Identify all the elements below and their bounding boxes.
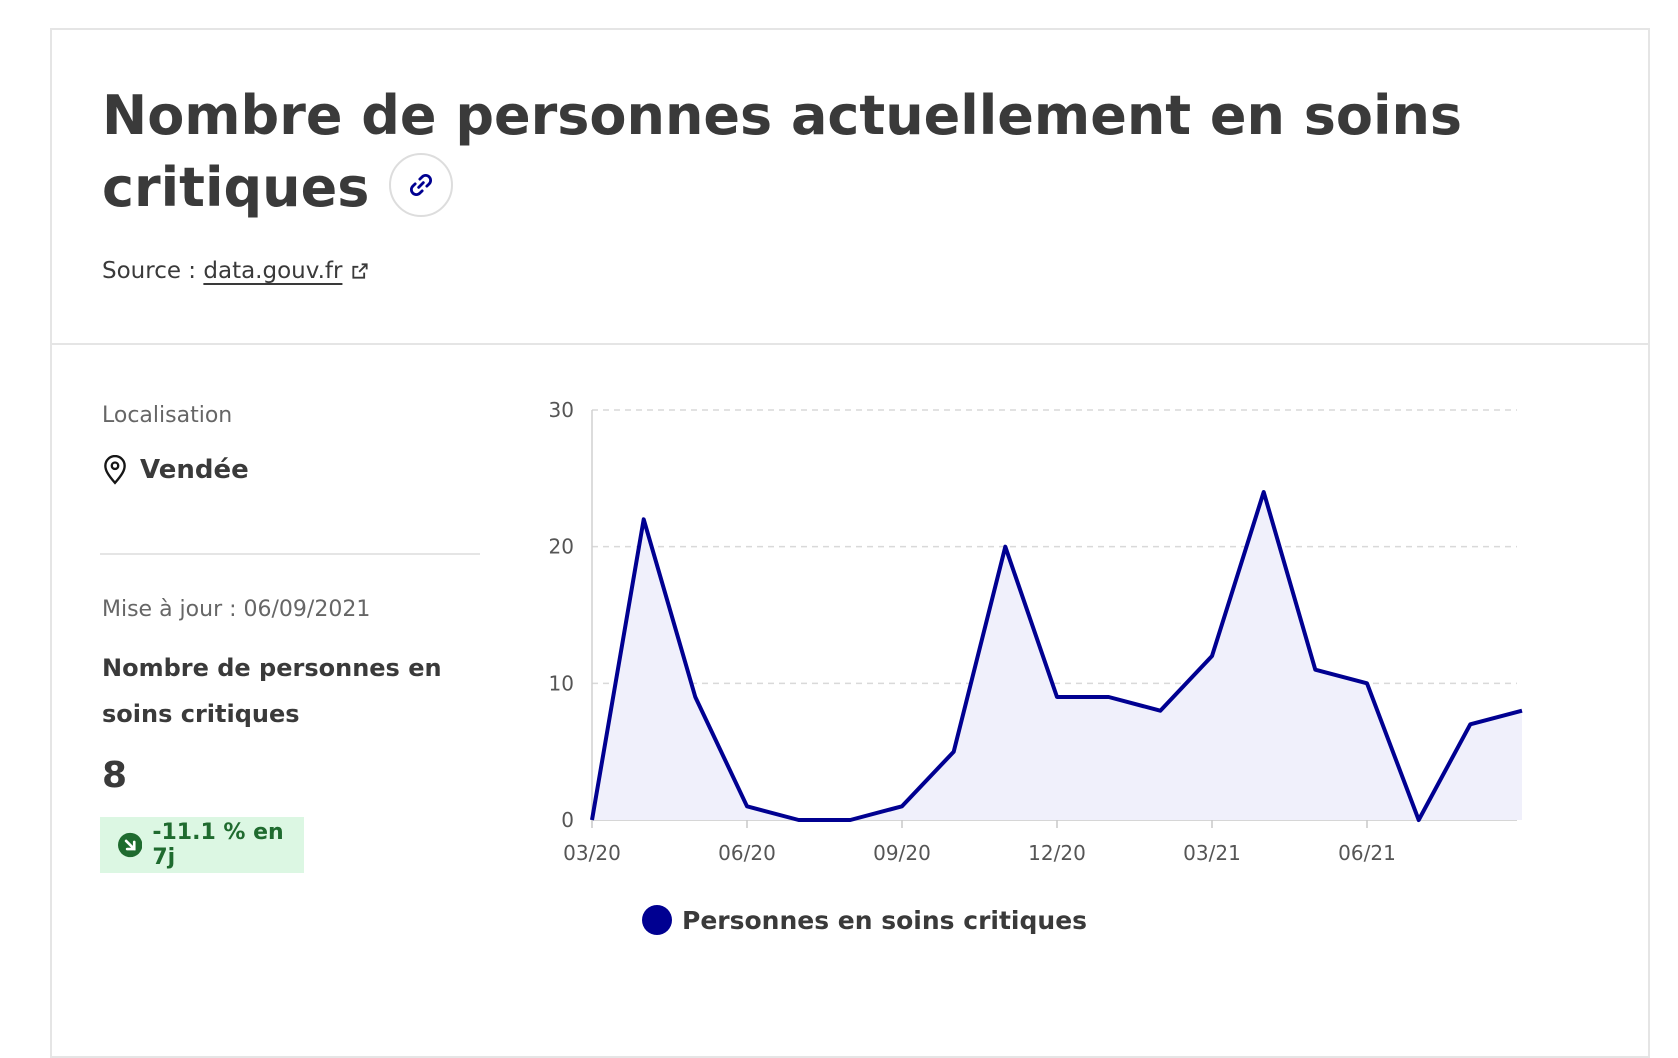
line-chart: 0 10 20 30 03/20 06/20 09/20 12/20 03/21 06/21 [532, 370, 1562, 890]
indicator-name: Nombre de personnes en soins critiques [102, 645, 462, 737]
page-title-text: Nombre de personnes actuellement en soin… [102, 84, 1462, 219]
map-pin-icon [102, 455, 128, 485]
legend-label: Personnes en soins critiques [682, 906, 1087, 935]
chart-legend[interactable]: Personnes en soins critiques [642, 905, 1087, 935]
copy-link-button[interactable] [389, 153, 453, 217]
side-divider [100, 553, 480, 555]
x-tick-label: 03/21 [1183, 841, 1241, 865]
x-tick-label: 03/20 [563, 841, 621, 865]
y-tick-label: 0 [561, 808, 574, 832]
card-header: Nombre de personnes actuellement en soin… [102, 80, 1502, 224]
x-tick-label: 12/20 [1028, 841, 1086, 865]
source-link[interactable]: data.gouv.fr [203, 258, 370, 284]
location-label: Localisation [102, 403, 232, 428]
trend-text: -11.1 % en 7j [152, 820, 304, 870]
source-prefix: Source : [102, 258, 203, 284]
location-name: Vendée [140, 455, 249, 485]
link-icon [407, 171, 435, 199]
chart-area: 0 10 20 30 03/20 06/20 09/20 12/20 03/21 06/21 [532, 370, 1562, 990]
y-tick-label: 20 [549, 535, 574, 559]
header-divider [52, 343, 1650, 345]
external-link-icon [350, 261, 370, 281]
source-link-text: data.gouv.fr [203, 258, 342, 284]
legend-marker [642, 905, 672, 935]
x-tick-label: 06/20 [718, 841, 776, 865]
source-line: Source : data.gouv.fr [102, 258, 370, 284]
trend-badge: -11.1 % en 7j [100, 817, 304, 873]
location-value: Vendée [102, 455, 249, 485]
x-tick-label: 06/21 [1338, 841, 1396, 865]
arrow-down-right-icon [118, 832, 142, 858]
indicator-value: 8 [102, 755, 127, 796]
x-tick-label: 09/20 [873, 841, 931, 865]
y-tick-label: 10 [549, 671, 574, 695]
y-tick-label: 30 [549, 398, 574, 422]
update-date: Mise à jour : 06/09/2021 [102, 597, 370, 622]
indicator-card: Nombre de personnes actuellement en soin… [50, 28, 1650, 1058]
page-title: Nombre de personnes actuellement en soin… [102, 80, 1502, 224]
